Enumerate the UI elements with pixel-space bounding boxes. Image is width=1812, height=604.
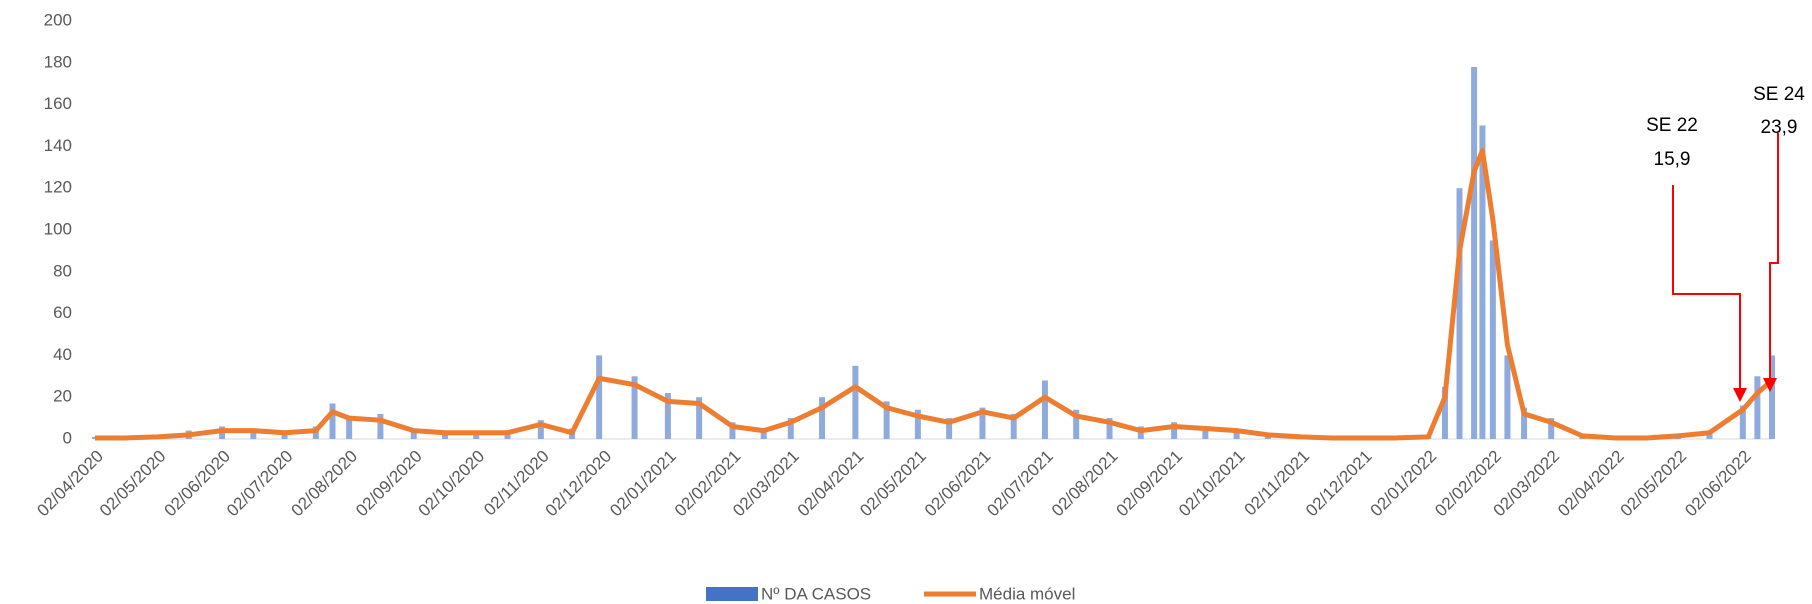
x-tick-label: 02/06/2021 [921,447,995,521]
y-tick-label: 120 [44,178,72,197]
x-tick-label: 02/05/2021 [856,447,930,521]
bar [1548,418,1555,439]
bar [1754,376,1761,439]
x-tick-label: 02/08/2020 [288,447,362,521]
bar [1521,407,1528,439]
x-tick-label: 02/06/2022 [1681,447,1755,521]
bar [1441,386,1448,439]
bar [946,418,953,439]
x-tick-label: 02/09/2020 [352,447,426,521]
bar [596,355,603,439]
y-tick-label: 200 [44,10,72,29]
annotation-arrow [1769,133,1779,382]
legend: Nº DA CASOS Média móvel [706,584,1075,603]
x-tick-label: 02/07/2020 [223,447,297,521]
x-tick-label: 02/10/2020 [415,447,489,521]
x-tick-label: 02/01/2021 [606,447,680,521]
bar [696,397,703,439]
x-tick-label: 02/12/2021 [1302,447,1376,521]
bar [914,409,921,439]
x-tick-label: 02/12/2020 [542,447,616,521]
bar [1769,355,1775,439]
bar [883,401,890,439]
x-tick-label: 02/06/2020 [160,447,234,521]
annotation: SE 22 15,9 SE 24 23,9 [1646,84,1805,402]
bar [760,428,767,439]
y-tick-label: 0 [63,428,72,447]
bar [1233,428,1240,439]
legend-label: Média móvel [979,584,1075,603]
x-tick-label: 02/10/2021 [1175,447,1249,521]
bar [852,365,859,439]
x-tick-label: 02/01/2022 [1367,447,1441,521]
y-tick-label: 180 [44,52,72,71]
bar [1106,418,1113,439]
bar [1471,66,1478,439]
x-tick-label: 02/04/2021 [794,447,868,521]
arrow-head [1733,388,1747,402]
annotation-label: SE 22 [1646,115,1698,136]
legend-label: Nº DA CASOS [761,584,871,603]
x-tick-label: 02/04/2022 [1554,447,1628,521]
x-tick-label: 02/07/2021 [983,447,1057,521]
bar [1202,426,1209,439]
y-tick-label: 140 [44,136,72,155]
bar [1041,380,1048,439]
y-tick-label: 160 [44,94,72,113]
bar [346,418,353,439]
annotation-label: SE 24 [1753,84,1805,105]
x-tick-label: 02/09/2021 [1113,447,1187,521]
line [95,148,1774,441]
bar [1739,405,1746,439]
x-tick-label: 02/05/2022 [1617,447,1691,521]
bar [631,376,638,439]
bar [729,422,736,439]
bar [377,413,384,439]
annotation-value: 15,9 [1654,149,1691,170]
bar [1010,413,1017,439]
bar [1171,422,1178,439]
bar [1489,240,1496,439]
bar [664,393,671,439]
annotation-arrow [1672,185,1741,392]
arrow-head [1763,378,1777,392]
y-tick-label: 80 [53,261,72,280]
bar [819,397,826,439]
y-tick-label: 60 [53,303,72,322]
bar [1073,409,1080,439]
plot: 02040608010012014016018020002/04/202002/… [33,10,1775,603]
bar [1479,125,1486,439]
x-tick-label: 02/11/2021 [1240,447,1313,520]
bar [787,418,794,439]
x-tick-label: 02/08/2021 [1048,447,1122,521]
legend-swatch [706,587,758,601]
bar [329,403,336,439]
bar [979,407,986,439]
x-tick-label: 02/04/2020 [33,447,107,521]
y-tick-label: 40 [53,345,72,364]
bar [537,420,544,439]
y-tick-label: 100 [44,219,72,238]
x-tick-label: 02/05/2020 [96,447,170,521]
x-tick-label: 02/11/2020 [480,447,553,520]
bar [410,428,417,439]
bar [1504,355,1511,439]
y-tick-label: 20 [53,387,72,406]
annotation-value: 23,9 [1761,117,1798,138]
bar [250,428,257,439]
bar [1456,188,1463,439]
